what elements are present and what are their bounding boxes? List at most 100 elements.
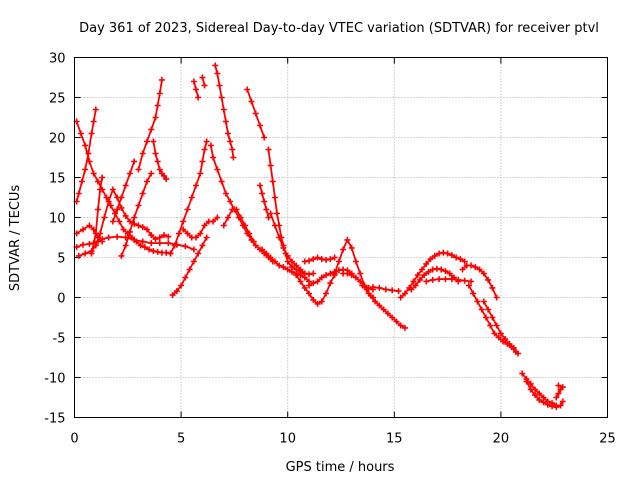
data-point: [489, 314, 496, 321]
data-point: [114, 233, 121, 240]
data-point: [109, 218, 116, 225]
data-point: [527, 386, 534, 393]
y-axis-label: SDTVAR / TECUs: [8, 185, 23, 292]
data-point: [425, 268, 432, 275]
series-arc-16: [212, 62, 237, 161]
data-point: [442, 268, 449, 275]
data-point: [135, 222, 142, 229]
data-point: [218, 94, 225, 101]
data-point: [80, 241, 87, 248]
data-point: [222, 190, 229, 197]
data-point: [199, 242, 206, 249]
data-point: [216, 82, 223, 89]
data-point: [357, 270, 364, 277]
data-point: [352, 274, 359, 281]
data-point: [101, 214, 108, 221]
data-point: [214, 214, 221, 221]
data-point: [395, 288, 402, 295]
data-point: [150, 138, 157, 145]
data-point: [267, 254, 274, 261]
data-point: [301, 284, 308, 291]
data-point: [156, 166, 163, 173]
data-point: [225, 214, 232, 221]
data-point: [190, 258, 197, 265]
data-point: [161, 172, 168, 179]
data-point: [165, 233, 172, 240]
data-point: [314, 254, 321, 261]
data-point: [340, 246, 347, 253]
data-point: [82, 166, 89, 173]
data-point: [244, 86, 251, 93]
series-arc-01: [73, 118, 174, 257]
data-point: [190, 246, 197, 253]
data-point: [265, 214, 272, 221]
data-point: [357, 278, 364, 285]
data-point: [120, 226, 127, 233]
series-arc-15: [190, 78, 202, 101]
series-arc-02: [73, 106, 99, 205]
data-point: [210, 154, 217, 161]
data-point: [474, 298, 481, 305]
data-point: [182, 274, 189, 281]
series-arc-09: [135, 76, 165, 173]
data-point: [122, 242, 129, 249]
data-point: [455, 276, 462, 283]
data-point: [532, 392, 539, 399]
grid-lines: [74, 57, 608, 418]
data-point: [154, 158, 161, 165]
data-point: [510, 344, 517, 351]
data-point: [468, 262, 475, 269]
data-point: [78, 178, 85, 185]
data-point: [195, 94, 202, 101]
data-point: [271, 194, 278, 201]
data-point: [284, 266, 291, 273]
data-point: [267, 162, 274, 169]
data-point: [141, 244, 148, 251]
data-point: [389, 287, 396, 294]
data-point: [90, 170, 97, 177]
data-point: [344, 236, 351, 243]
x-tick-label: 0: [70, 432, 78, 447]
data-point: [331, 254, 338, 261]
data-point: [131, 158, 138, 165]
series-arc-18: [220, 206, 257, 245]
data-point: [489, 284, 496, 291]
y-tick-label: 5: [57, 252, 65, 267]
data-point: [263, 250, 270, 257]
data-point: [514, 350, 521, 357]
data-point: [259, 246, 266, 253]
data-point: [310, 256, 317, 263]
data-point: [88, 130, 95, 137]
data-point: [173, 288, 180, 295]
data-point: [139, 190, 146, 197]
series-arc-12: [167, 138, 210, 257]
data-point: [77, 130, 84, 137]
data-point: [135, 202, 142, 209]
data-point: [250, 238, 257, 245]
y-tick-label: 25: [49, 92, 66, 107]
data-point: [227, 198, 234, 205]
data-point: [248, 98, 255, 105]
data-point: [412, 282, 419, 289]
x-tick-label: 25: [599, 432, 616, 447]
x-tick-label: 5: [177, 432, 185, 447]
data-point: [156, 90, 163, 97]
data-point: [274, 210, 281, 217]
data-point: [92, 106, 99, 113]
data-point: [137, 242, 144, 249]
chart-title: Day 361 of 2023, Sidereal Day-to-day VTE…: [79, 21, 599, 36]
series-arc-17: [199, 74, 208, 89]
data-point: [376, 284, 383, 291]
data-point: [327, 256, 334, 263]
series-arc-29: [359, 282, 408, 331]
data-point: [126, 218, 133, 225]
data-point: [323, 290, 330, 297]
series-line: [214, 65, 235, 158]
data-point: [344, 270, 351, 277]
data-point: [348, 272, 355, 279]
data-point: [352, 258, 359, 265]
data-point: [143, 138, 150, 145]
data-point: [540, 399, 547, 406]
data-point: [105, 198, 112, 205]
data-point: [190, 78, 197, 85]
